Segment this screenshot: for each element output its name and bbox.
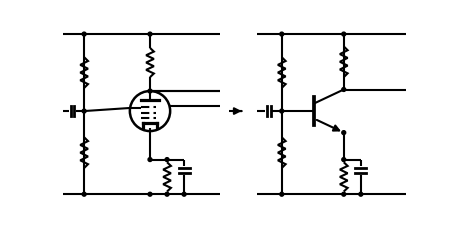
Circle shape xyxy=(358,192,362,196)
Circle shape xyxy=(341,88,345,92)
Circle shape xyxy=(182,192,186,196)
Circle shape xyxy=(279,192,283,196)
Circle shape xyxy=(341,158,345,162)
Circle shape xyxy=(82,110,86,114)
Circle shape xyxy=(148,158,152,162)
Circle shape xyxy=(148,33,152,37)
Circle shape xyxy=(82,192,86,196)
Circle shape xyxy=(279,110,283,114)
Circle shape xyxy=(279,33,283,37)
Circle shape xyxy=(341,131,345,135)
Circle shape xyxy=(165,158,169,162)
Circle shape xyxy=(148,192,152,196)
Circle shape xyxy=(341,192,345,196)
Circle shape xyxy=(148,90,152,94)
Circle shape xyxy=(341,33,345,37)
Circle shape xyxy=(165,192,169,196)
Circle shape xyxy=(82,33,86,37)
